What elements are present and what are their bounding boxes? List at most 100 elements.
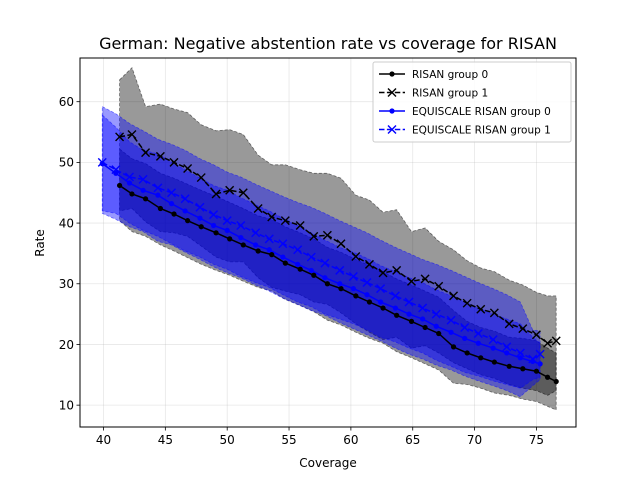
data-point-dot-marker [553, 378, 559, 385]
data-point-dot-marker [197, 215, 203, 221]
confidence-bands [101, 66, 557, 411]
data-point-dot-marker [448, 329, 454, 335]
data-point-dot-marker [350, 286, 356, 292]
data-point-dot-marker [140, 187, 146, 193]
data-point-x-marker [320, 258, 330, 268]
marker-stroke [476, 304, 486, 314]
marker-stroke [167, 188, 177, 198]
marker-stroke [97, 157, 107, 167]
data-point-x-marker [390, 291, 400, 301]
marker-stroke [309, 231, 319, 241]
marker-stroke [392, 265, 402, 275]
data-point-dot-marker [210, 222, 217, 229]
data-point-dot-marker [185, 218, 191, 224]
legend-entry: RISAN group 1 [379, 88, 488, 100]
x-axis-label: Coverage [299, 456, 357, 470]
data-point-dot-marker [464, 350, 470, 356]
data-point-x-marker [504, 319, 514, 329]
y-tick-label: 20 [59, 338, 74, 352]
marker-stroke [195, 202, 205, 212]
marker-stroke [141, 148, 151, 158]
data-point-dot-marker [389, 71, 395, 77]
y-axis-label: Rate [33, 229, 47, 257]
marker-stroke [251, 228, 261, 238]
marker-stroke [460, 322, 470, 332]
marker-stroke [209, 210, 219, 220]
marker-stroke [238, 188, 248, 198]
data-point-x-marker [295, 221, 305, 231]
data-point-x-marker [336, 239, 346, 249]
data-point-dot-marker [490, 345, 496, 351]
data-point-dot-marker [517, 355, 523, 361]
marker-stroke [183, 163, 193, 173]
x-tick-label: 55 [281, 433, 296, 447]
data-point-x-marker [267, 212, 277, 222]
legend: RISAN group 0 RISAN group 1 EQUISCALE RISA… [372, 61, 572, 143]
data-point-x-marker [376, 284, 386, 294]
data-point-x-marker [280, 216, 290, 226]
marker-stroke [543, 338, 553, 348]
y-tick-label: 50 [59, 156, 74, 170]
marker-stroke [253, 204, 263, 214]
marker-stroke [264, 234, 274, 244]
data-point-dot-marker [255, 248, 261, 254]
data-point-dot-marker [377, 299, 384, 305]
legend-entry: EQUISCALE RISAN group 0 [379, 106, 551, 118]
legend-box [372, 61, 572, 143]
marker-stroke [295, 221, 305, 231]
data-point-x-marker [431, 309, 441, 319]
x-tick-label: 50 [220, 433, 235, 447]
data-point-dot-marker [436, 330, 442, 337]
data-point-x-marker [211, 189, 221, 199]
data-point-x-marker [489, 308, 499, 318]
data-point-x-marker [378, 268, 388, 278]
data-point-dot-marker [99, 161, 105, 167]
marker-stroke [535, 349, 545, 359]
data-point-dot-marker [422, 324, 428, 331]
data-point-dot-marker [392, 305, 399, 311]
marker-stroke [115, 132, 125, 142]
data-point-x-marker [488, 335, 498, 345]
data-point-dot-marker [462, 335, 468, 341]
x-tick-label: 75 [529, 433, 544, 447]
legend-entry: RISAN group 0 [379, 69, 488, 81]
marker-stroke [153, 183, 163, 193]
data-point-x-marker [251, 228, 261, 238]
data-point-x-marker [420, 274, 430, 284]
marker-stroke [515, 348, 525, 358]
marker-stroke [351, 251, 361, 261]
marker-stroke [378, 268, 388, 278]
data-point-x-marker [155, 151, 165, 161]
marker-stroke [127, 129, 137, 139]
data-point-dot-marker [308, 267, 314, 274]
data-point-dot-marker [311, 272, 317, 278]
data-point-x-marker [449, 291, 459, 301]
data-point-dot-marker [295, 261, 301, 267]
marker-stroke [293, 245, 303, 255]
data-point-dot-marker [282, 260, 288, 266]
y-tick-label: 60 [59, 95, 74, 109]
data-point-dot-marker [364, 292, 370, 298]
data-point-dot-marker [475, 340, 481, 346]
marker-stroke [446, 315, 456, 325]
data-point-dot-marker [168, 201, 175, 207]
data-point-x-marker [362, 278, 372, 288]
data-point-x-marker [141, 148, 151, 158]
marker-stroke [111, 165, 121, 175]
data-point-x-marker [476, 304, 486, 314]
data-point-dot-marker [240, 242, 246, 248]
marker-stroke [336, 239, 346, 249]
legend-label: EQUISCALE RISAN group 1 [412, 125, 551, 137]
data-point-x-marker [253, 204, 263, 214]
data-point-dot-marker [126, 180, 133, 186]
marker-stroke [236, 221, 246, 231]
data-point-x-marker [434, 281, 444, 291]
data-point-x-marker [278, 239, 288, 249]
x-tick-label: 45 [158, 433, 173, 447]
data-point-x-marker [392, 265, 402, 275]
data-point-dot-marker [408, 318, 415, 324]
confidence-band [119, 66, 557, 396]
marker-stroke [196, 173, 206, 183]
marker-stroke [348, 271, 358, 281]
